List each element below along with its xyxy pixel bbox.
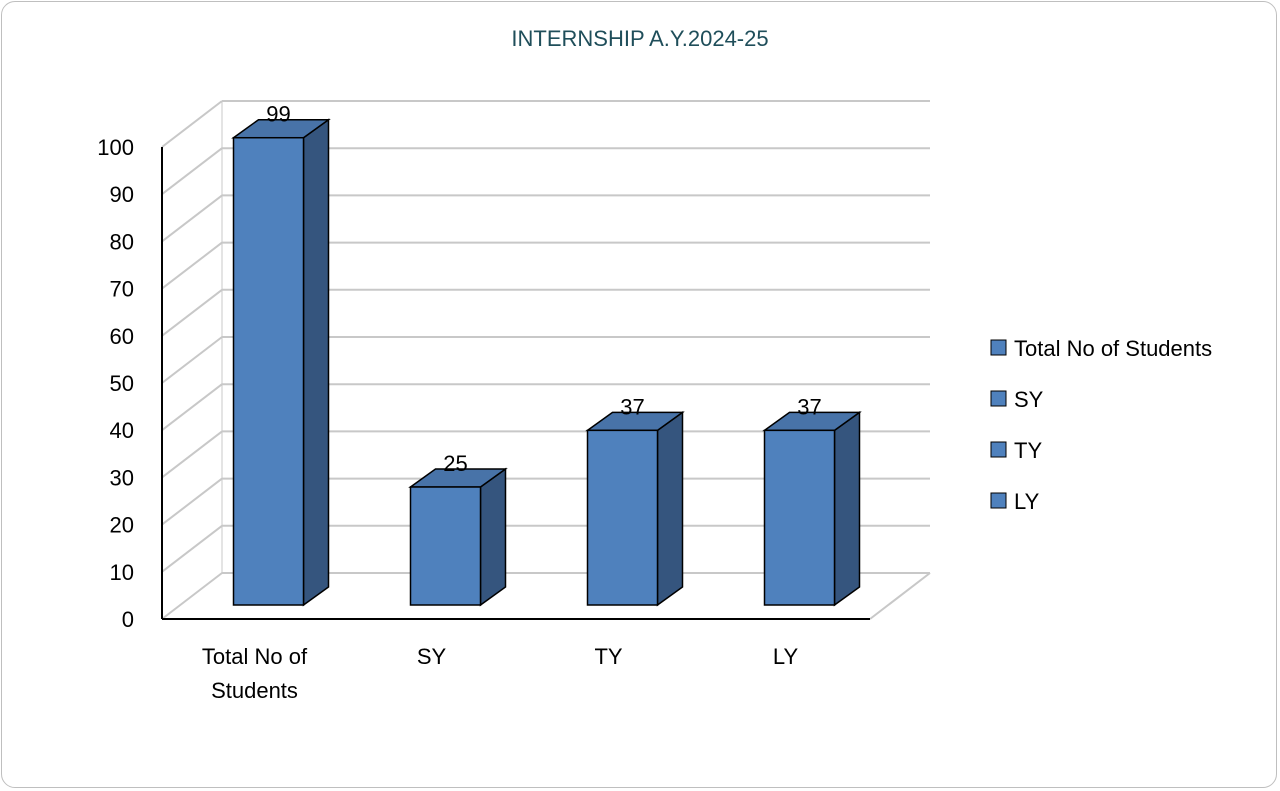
legend-swatch bbox=[990, 390, 1007, 407]
legend-swatch bbox=[990, 441, 1007, 458]
side-gridline bbox=[161, 430, 223, 479]
bar-side bbox=[302, 118, 330, 607]
label-layer: 0 10 20 30 40 50 60 70 80 90 100 99 Total No of Stude… bbox=[97, 102, 821, 703]
side-gridline bbox=[161, 194, 223, 243]
side-gridline bbox=[161, 289, 223, 337]
y-tick-label: 10 bbox=[110, 560, 134, 585]
x-tick-label: LY bbox=[773, 644, 799, 669]
side-gridline bbox=[161, 336, 223, 384]
legend-swatch bbox=[990, 339, 1007, 356]
y-tick-label: 80 bbox=[110, 229, 134, 254]
legend: Total No of Students SY TY LY bbox=[990, 336, 1212, 514]
floor-edge bbox=[869, 572, 931, 620]
legend-label: Total No of Students bbox=[1014, 336, 1212, 361]
x-tick-label: Total No of bbox=[202, 644, 308, 669]
legend-swatch bbox=[990, 492, 1007, 509]
side-gridline bbox=[161, 241, 223, 290]
y-tick-label: 40 bbox=[110, 418, 134, 443]
bar bbox=[232, 136, 305, 606]
x-tick-label: SY bbox=[417, 644, 447, 669]
data-label: 99 bbox=[266, 102, 290, 127]
side-gridline bbox=[161, 525, 223, 573]
side-gridline bbox=[161, 572, 223, 620]
bar bbox=[763, 429, 836, 606]
data-label: 37 bbox=[797, 394, 821, 419]
bar-side bbox=[656, 410, 684, 607]
y-tick-label: 50 bbox=[110, 371, 134, 396]
axis-layer bbox=[161, 147, 870, 620]
bar bbox=[409, 486, 482, 606]
side-gridline bbox=[161, 477, 223, 526]
legend-label: TY bbox=[1014, 438, 1042, 463]
y-tick-label: 20 bbox=[110, 513, 134, 538]
y-tick-label: 30 bbox=[110, 465, 134, 490]
y-tick-label: 0 bbox=[122, 607, 134, 632]
side-gridline bbox=[161, 100, 223, 148]
data-label: 25 bbox=[443, 451, 467, 476]
y-tick-label: 70 bbox=[110, 277, 134, 302]
data-label: 37 bbox=[620, 394, 644, 419]
side-gridline bbox=[161, 147, 223, 195]
bar-side bbox=[479, 467, 507, 607]
side-gridline bbox=[161, 383, 223, 431]
x-tick-label: TY bbox=[594, 644, 622, 669]
y-tick-label: 90 bbox=[110, 182, 134, 207]
x-tick-label: Students bbox=[211, 678, 298, 703]
bar-layer bbox=[231, 118, 862, 607]
bar-side bbox=[833, 410, 861, 607]
y-tick-label: 100 bbox=[97, 135, 134, 160]
bar bbox=[586, 429, 659, 606]
chart-title: INTERNSHIP A.Y.2024-25 bbox=[511, 26, 769, 51]
y-tick-label: 60 bbox=[110, 324, 134, 349]
legend-label: SY bbox=[1014, 387, 1044, 412]
legend-label: LY bbox=[1014, 489, 1040, 514]
